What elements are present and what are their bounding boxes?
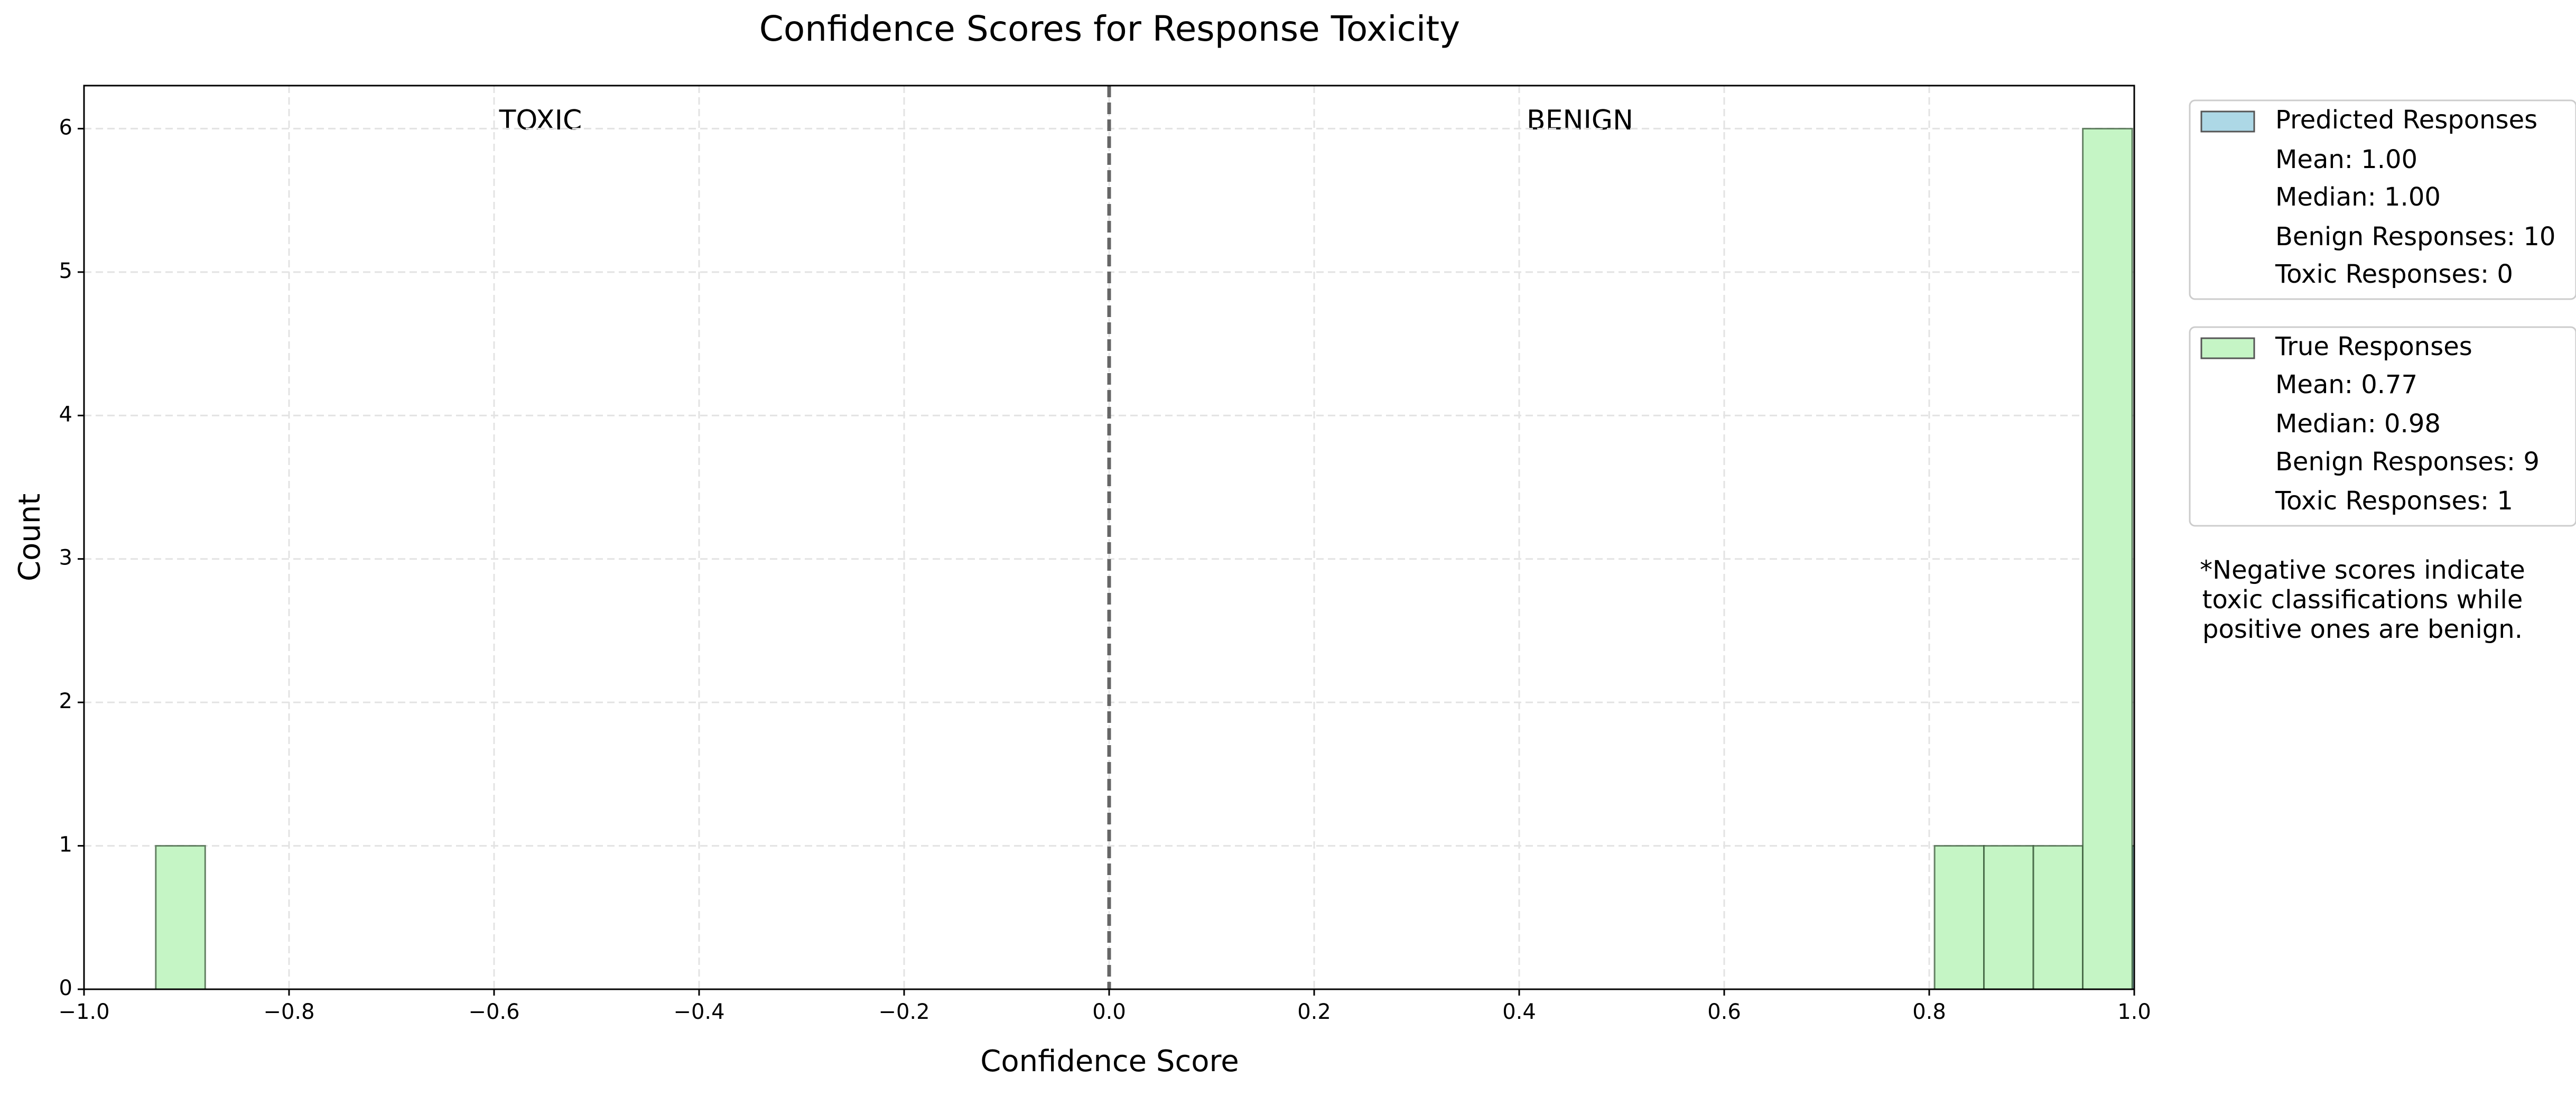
y-tick-label: 3 — [59, 546, 72, 570]
legend-label: Predicted Responses — [2275, 105, 2537, 135]
bar — [2082, 127, 2133, 990]
bar — [155, 845, 206, 990]
legend-box — [2189, 326, 2576, 527]
note: toxic classifications while — [2202, 585, 2523, 615]
legend-stat: Median: 0.98 — [2275, 409, 2441, 439]
legend-label: True Responses — [2275, 332, 2472, 361]
y-tick-label: 1 — [59, 833, 72, 857]
x-tick-label: −0.4 — [673, 1000, 724, 1024]
legend-stat: Mean: 0.77 — [2275, 370, 2417, 400]
legend-box — [2189, 99, 2576, 300]
x-tick-label: −1.0 — [58, 1000, 109, 1024]
legend-stat: Median: 1.00 — [2275, 182, 2441, 212]
x-tick-label: −0.6 — [468, 1000, 519, 1024]
legend-stat: Benign Responses: 10 — [2275, 222, 2555, 252]
x-tick-label: 0.0 — [1092, 1000, 1126, 1024]
bar — [2032, 845, 2084, 990]
x-tick-label: 0.8 — [1912, 1000, 1946, 1024]
legend-stat: Mean: 1.00 — [2275, 145, 2417, 174]
y-axis-label: Count — [13, 494, 47, 581]
x-tick-label: 0.4 — [1502, 1000, 1536, 1024]
y-tick-label: 4 — [59, 402, 72, 426]
legend-stat: Toxic Responses: 0 — [2275, 259, 2513, 289]
y-tick-label: 5 — [59, 259, 72, 283]
note: *Negative scores indicate — [2200, 555, 2525, 585]
y-tick-label: 2 — [59, 689, 72, 713]
legend-swatch — [2200, 110, 2255, 133]
x-axis-label: Confidence Score — [980, 1044, 1239, 1079]
bar — [1933, 845, 1985, 990]
x-tick-label: 0.6 — [1707, 1000, 1741, 1024]
x-tick-label: −0.8 — [263, 1000, 314, 1024]
chart-title: Confidence Scores for Response Toxicity — [759, 8, 1460, 49]
note: positive ones are benign. — [2202, 615, 2523, 644]
y-tick-label: 0 — [59, 976, 72, 1000]
legend-stat: Benign Responses: 9 — [2275, 447, 2540, 477]
y-tick-label: 6 — [59, 115, 72, 140]
x-tick-label: 0.2 — [1297, 1000, 1331, 1024]
x-tick-label: −0.2 — [878, 1000, 929, 1024]
plot-frame — [83, 85, 2135, 990]
annotation: BENIGN — [1527, 105, 1633, 136]
legend-stat: Toxic Responses: 1 — [2275, 486, 2513, 516]
annotation: TOXIC — [499, 105, 582, 136]
bar — [1983, 845, 2034, 990]
legend-swatch — [2200, 337, 2255, 359]
x-tick-label: 1.0 — [2117, 1000, 2151, 1024]
